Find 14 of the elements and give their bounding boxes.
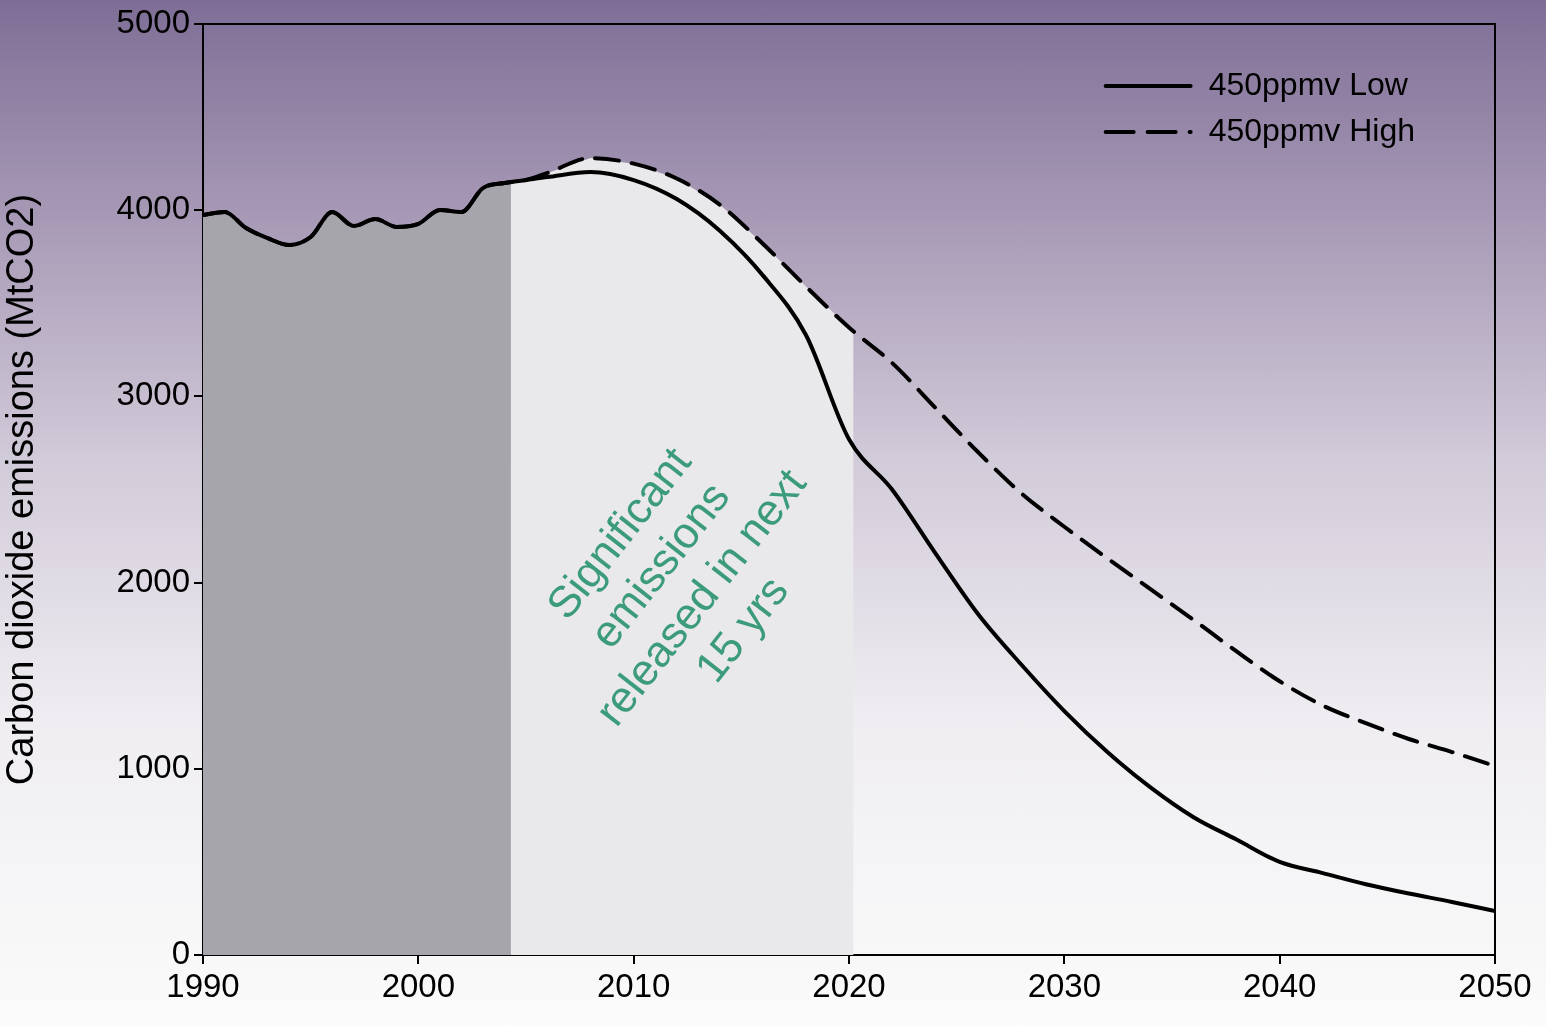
x-tick-label: 2010 xyxy=(596,966,671,1004)
x-tick-label: 2020 xyxy=(812,966,886,1004)
y-axis-title: Carbon dioxide emissions (MtCO2) xyxy=(0,193,42,786)
y-tick-label: 5000 xyxy=(116,3,190,41)
x-tick-label: 2030 xyxy=(1027,966,1102,1004)
legend-label: 450ppmv Low xyxy=(1208,65,1409,102)
x-tick-label: 2040 xyxy=(1242,966,1317,1004)
y-tick-label: 2000 xyxy=(116,561,190,599)
y-tick-label: 1000 xyxy=(116,747,190,785)
y-tick-label: 4000 xyxy=(116,189,190,227)
x-tick-label: 2000 xyxy=(381,966,456,1004)
x-tick-label: 2050 xyxy=(1458,966,1532,1004)
y-tick-label: 3000 xyxy=(116,375,190,413)
legend-label: 450ppmv High xyxy=(1208,111,1415,148)
